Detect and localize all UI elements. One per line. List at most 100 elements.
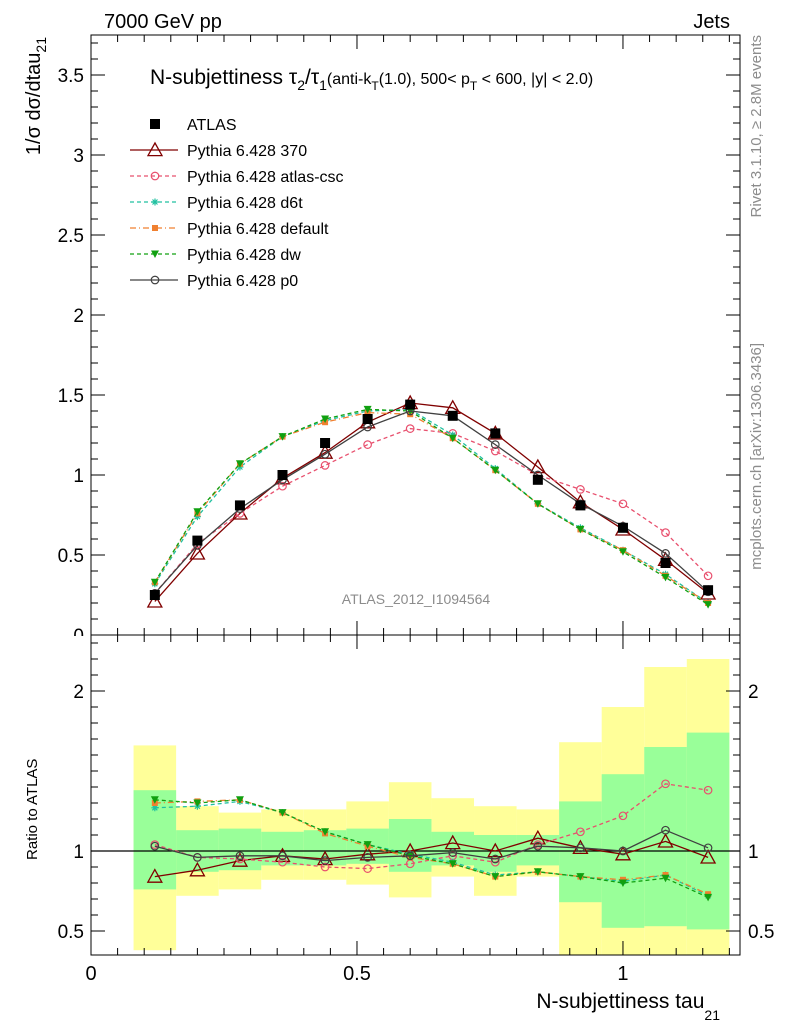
title-cuts-c: < 600, |y| < 2.0) [477, 71, 593, 88]
legend-entry: Pythia 6.428 p0 [130, 273, 298, 290]
atlas-data-point [277, 470, 288, 480]
ratio-point [618, 879, 627, 887]
ratio-point [703, 785, 713, 795]
series-point [533, 500, 542, 508]
main-y-tick-label: 3.5 [58, 66, 84, 87]
series-point [150, 578, 159, 587]
legend-label: ATLAS [187, 117, 237, 134]
ratio-point [405, 851, 415, 861]
ratio-point [320, 862, 330, 872]
legend-marker [150, 119, 160, 129]
ratio-point [661, 825, 670, 835]
ratio-point [278, 809, 287, 817]
series-point [490, 440, 500, 449]
series-point [529, 458, 546, 474]
legend-marker [150, 171, 160, 181]
main-y-tick-label: 0.5 [58, 546, 84, 567]
ratio-point [529, 829, 546, 845]
ratio-point [618, 811, 628, 821]
main-axes: 0.511.522.533.50 [58, 35, 740, 955]
series-point [661, 549, 670, 558]
ratio-point [363, 853, 372, 862]
ratio-point [278, 857, 287, 867]
atlas-data-point [192, 535, 203, 546]
stat-uncertainty-band [388, 819, 432, 872]
legend-label: Pythia 6.428 dw [187, 247, 301, 264]
legend-entry-atlas: ATLAS [150, 117, 237, 134]
atlas-data-point [362, 414, 373, 424]
series-atlas-data [149, 399, 714, 600]
series-point [405, 424, 415, 433]
legend-entry: Pythia 6.428 dw [130, 247, 301, 264]
title-sub-b: 1 [319, 77, 327, 93]
series-point [661, 528, 670, 537]
svg-text:1/σ dσ/dtau21: 1/σ dσ/dtau21 [23, 37, 49, 155]
ratio-point [576, 843, 585, 853]
atlas-data-point [320, 438, 331, 448]
ratio-panel-frame [90, 634, 741, 956]
mcplots-label: mcplots.cern.ch [arXiv:1306.3436] [748, 343, 765, 570]
ratio-y-tick-label-right: 1 [748, 842, 759, 863]
ratio-pythia-6-428-p0 [150, 825, 713, 865]
ratio-point [359, 845, 376, 861]
series-pythia-6-428-atlas-csc [150, 424, 713, 598]
atlas-data-point [660, 558, 671, 568]
ratio-point [576, 827, 585, 837]
ratio-point [189, 861, 206, 877]
main-ylabel-text: 1/σ dσ/dtau [23, 53, 45, 156]
ratio-point [146, 868, 163, 883]
series-point [320, 449, 330, 459]
series-point [576, 525, 585, 534]
atlas-data-point [703, 585, 714, 596]
title-cuts-a: (anti-k [327, 71, 372, 88]
series-line [154, 402, 709, 602]
ratio-point [320, 856, 330, 865]
title-cuts-sub: T [371, 79, 379, 93]
main-y-tick-label: 1.5 [58, 386, 84, 407]
title-sub-a: 2 [297, 77, 305, 93]
series-pythia-6-428-dw [150, 405, 713, 609]
ratio-ylabel: Ratio to ATLAS [24, 759, 41, 860]
series-point [320, 461, 330, 470]
ratio-y-tick-label-right: 0.5 [748, 922, 774, 943]
legend-label: Pythia 6.428 370 [187, 143, 307, 160]
main-ylabel: 1/σ dσ/dtau21 [23, 37, 49, 155]
x-tick-label: 0 [85, 963, 96, 985]
ratio-point [490, 854, 500, 864]
atlas-data-point [149, 590, 160, 600]
main-y-tick-label: 1 [73, 466, 84, 487]
ratio-y-tick-label-right: 2 [748, 682, 759, 703]
ratio-point [363, 841, 372, 849]
ratio-y-tick-label: 0.5 [58, 922, 84, 943]
ratio-point [533, 868, 542, 876]
atlas-data-point [405, 399, 416, 410]
main-series-layer [146, 394, 717, 609]
legend-label: Pythia 6.428 d6t [187, 195, 303, 212]
main-y-tick-label: 2 [73, 306, 84, 327]
x-tick-label: 1 [617, 963, 628, 985]
plot-title: N-subjettiness τ2/τ1(anti-kT(1.0), 500< … [150, 66, 593, 93]
zero-label-mask [60, 636, 90, 648]
ratio-line [154, 829, 709, 862]
series-point [618, 548, 627, 556]
rivet-version-label: Rivet 3.1.10, ≥ 2.8M events [748, 35, 765, 218]
ratio-point [150, 796, 159, 804]
ratio-point [363, 864, 372, 873]
atlas-data-point [575, 500, 586, 511]
series-line [154, 427, 709, 594]
ratio-point [151, 804, 159, 812]
ratio-pythia-6-428-dw [150, 796, 713, 902]
series-point [704, 601, 713, 609]
ratio-point [704, 893, 713, 902]
ratio-y-tick-label: 2 [73, 682, 84, 703]
ratio-point [699, 849, 717, 864]
ratio-point [703, 843, 713, 853]
ratio-line [154, 783, 709, 870]
title-slash: /τ [305, 66, 320, 89]
series-point [703, 571, 713, 581]
legend-marker [151, 198, 159, 206]
ratio-point [618, 846, 628, 856]
legend: ATLAS Pythia 6.428 370 Pythia 6.428 atlas-… [130, 117, 344, 290]
x-axis-title-text: N-subjettiness tau [536, 990, 704, 1013]
atlas-data-point [532, 474, 543, 485]
